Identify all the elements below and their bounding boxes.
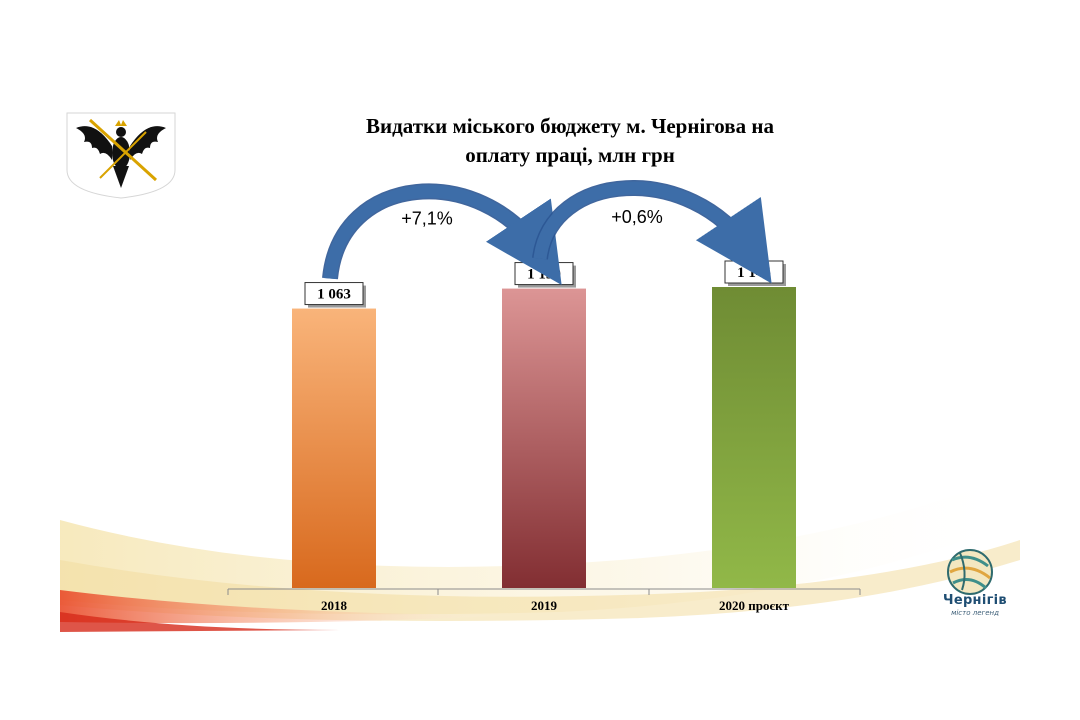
x-tick-label: 2020 проєкт [719,598,790,613]
data-label: 1 145 [737,265,771,281]
growth-annotation: +0,6% [611,207,663,227]
yarn-ball-logo-icon [947,549,993,595]
data-label-box [304,282,364,306]
chart-title-line2: оплату праці, млн грн [465,143,675,167]
chart-title: Видатки міського бюджету м. Чернігова на… [270,112,870,170]
x-tick-label: 2019 [531,598,558,613]
data-label: 1 139 [527,267,561,283]
data-label: 1 063 [317,287,351,303]
bar-2019 [502,288,586,588]
bar-2020 [712,287,796,588]
growth-arrow [323,185,562,286]
growth-arrow-shaft-outline [322,183,547,280]
brand-logo: Чернігів місто легенд [930,593,1020,617]
brand-name: Чернігів [943,593,1007,608]
bar-2018 [292,308,376,588]
x-tick-label: 2018 [321,598,348,613]
brand-tagline: місто легенд [951,609,999,617]
eagle-coat-of-arms-icon [66,112,176,199]
growth-arrow [533,181,772,284]
growth-annotation: +7,1% [401,209,453,229]
chart-title-line1: Видатки міського бюджету м. Чернігова на [366,114,774,138]
